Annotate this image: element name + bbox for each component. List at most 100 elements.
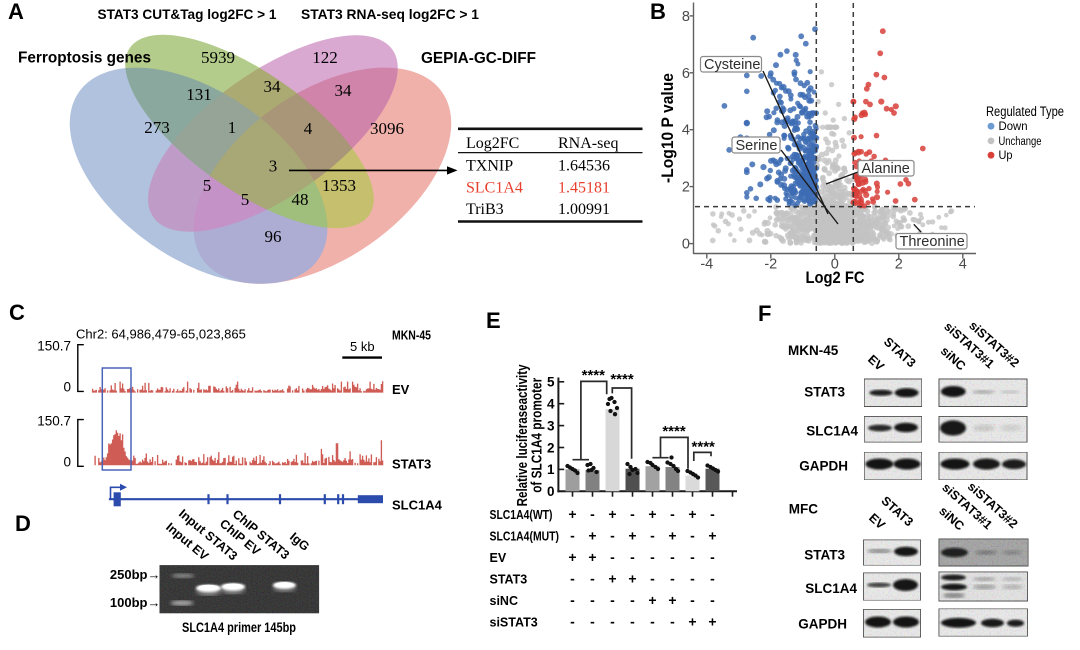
svg-text:6: 6 <box>682 66 690 82</box>
svg-text:-: - <box>650 528 655 544</box>
svg-text:-: - <box>570 571 575 587</box>
svg-text:96: 96 <box>265 227 282 246</box>
svg-text:-: - <box>650 571 655 587</box>
svg-text:150.7: 150.7 <box>37 339 71 354</box>
svg-text:Regulated Type: Regulated Type <box>986 104 1064 119</box>
svg-text:5939: 5939 <box>201 48 235 67</box>
svg-text:-: - <box>670 571 675 587</box>
svg-text:-: - <box>610 592 615 608</box>
svg-text:SLC1A4: SLC1A4 <box>806 424 858 439</box>
svg-text:-: - <box>610 528 615 544</box>
svg-text:3096: 3096 <box>370 119 404 138</box>
svg-text:0: 0 <box>682 237 690 253</box>
svg-text:+: + <box>688 614 696 630</box>
svg-text:-: - <box>590 614 595 630</box>
svg-text:TXNIP: TXNIP <box>466 157 513 174</box>
svg-text:GEPIA-GC-DIFF: GEPIA-GC-DIFF <box>421 50 536 67</box>
svg-text:Serine: Serine <box>736 138 778 154</box>
svg-text:of SLC1A4 promoter: of SLC1A4 promoter <box>529 378 546 493</box>
svg-text:131: 131 <box>186 85 212 104</box>
svg-text:1.45181: 1.45181 <box>558 180 610 197</box>
svg-text:+: + <box>708 614 716 630</box>
svg-text:-: - <box>570 614 575 630</box>
svg-text:SLC1A4: SLC1A4 <box>466 180 523 197</box>
svg-text:3: 3 <box>269 157 278 176</box>
svg-text:-: - <box>630 592 635 608</box>
svg-text:-: - <box>690 528 695 544</box>
svg-text:STAT3: STAT3 <box>490 573 528 587</box>
svg-text:TriB3: TriB3 <box>466 201 504 218</box>
svg-text:****: **** <box>582 367 606 384</box>
svg-text:Log2FC: Log2FC <box>466 135 519 152</box>
svg-text:Chr2: 64,986,479-65,023,865: Chr2: 64,986,479-65,023,865 <box>76 327 246 342</box>
svg-text:EV: EV <box>490 551 507 565</box>
svg-text:GAPDH: GAPDH <box>799 459 848 474</box>
svg-text:SLC1A4(MUT): SLC1A4(MUT) <box>490 530 560 544</box>
svg-text:+: + <box>628 571 636 587</box>
svg-text:-: - <box>590 506 595 522</box>
svg-text:48: 48 <box>292 190 309 209</box>
svg-text:-: - <box>610 614 615 630</box>
svg-text:-: - <box>670 614 675 630</box>
svg-text:SLC1A4(WT): SLC1A4(WT) <box>490 508 553 522</box>
svg-text:SLC1A4: SLC1A4 <box>392 498 443 513</box>
svg-text:+: + <box>568 506 576 522</box>
svg-text:A: A <box>8 0 24 24</box>
svg-text:STAT3: STAT3 <box>392 457 431 472</box>
svg-text:4: 4 <box>682 123 690 139</box>
svg-text:B: B <box>650 0 666 24</box>
svg-text:-: - <box>570 528 575 544</box>
svg-text:****: **** <box>610 371 634 388</box>
svg-text:+: + <box>648 592 656 608</box>
svg-text:5: 5 <box>203 176 212 195</box>
svg-text:+: + <box>648 506 656 522</box>
svg-text:2: 2 <box>895 257 903 273</box>
svg-text:-Log10 P value: -Log10 P value <box>658 73 677 183</box>
svg-text:34: 34 <box>335 81 353 100</box>
svg-text:-: - <box>670 506 675 522</box>
svg-text:MKN-45: MKN-45 <box>788 343 839 358</box>
svg-text:0: 0 <box>63 454 71 469</box>
svg-text:C: C <box>9 300 25 325</box>
svg-text:4: 4 <box>959 257 967 273</box>
svg-text:+: + <box>668 592 676 608</box>
svg-text:122: 122 <box>312 48 338 67</box>
svg-text:-: - <box>710 506 715 522</box>
svg-text:siSTAT3: siSTAT3 <box>490 616 538 630</box>
svg-text:2: 2 <box>547 440 555 455</box>
svg-text:-: - <box>690 571 695 587</box>
svg-text:4: 4 <box>304 119 313 138</box>
svg-text:-4: -4 <box>700 257 713 273</box>
svg-text:SLC1A4: SLC1A4 <box>805 581 857 596</box>
svg-text:+: + <box>708 528 716 544</box>
svg-text:-2: -2 <box>764 257 777 273</box>
svg-text:Cysteine: Cysteine <box>704 57 760 73</box>
svg-text:Up: Up <box>999 150 1013 162</box>
svg-text:5: 5 <box>547 375 555 390</box>
svg-text:+: + <box>608 571 616 587</box>
svg-text:1.64536: 1.64536 <box>558 157 610 174</box>
svg-text:****: **** <box>662 423 686 440</box>
svg-text:-: - <box>610 549 615 565</box>
svg-text:0: 0 <box>63 380 71 395</box>
svg-text:EV: EV <box>392 382 410 397</box>
svg-text:1: 1 <box>547 462 555 477</box>
svg-text:GAPDH: GAPDH <box>798 617 847 632</box>
svg-text:MFC: MFC <box>789 502 818 517</box>
svg-text:-: - <box>570 592 575 608</box>
svg-text:-: - <box>650 549 655 565</box>
svg-text:-: - <box>670 549 675 565</box>
svg-text:8: 8 <box>682 9 690 25</box>
svg-text:-: - <box>630 506 635 522</box>
svg-text:-: - <box>630 614 635 630</box>
svg-text:+: + <box>688 506 696 522</box>
svg-text:F: F <box>758 301 771 326</box>
svg-text:-: - <box>690 549 695 565</box>
svg-text:Ferroptosis genes: Ferroptosis genes <box>18 50 151 67</box>
svg-text:+: + <box>588 528 596 544</box>
svg-text:STAT3 RNA-seq log2FC > 1: STAT3 RNA-seq log2FC > 1 <box>301 6 479 22</box>
svg-text:-: - <box>690 592 695 608</box>
svg-text:273: 273 <box>144 118 170 137</box>
svg-text:4: 4 <box>547 397 555 412</box>
svg-text:Threonine: Threonine <box>900 234 965 250</box>
